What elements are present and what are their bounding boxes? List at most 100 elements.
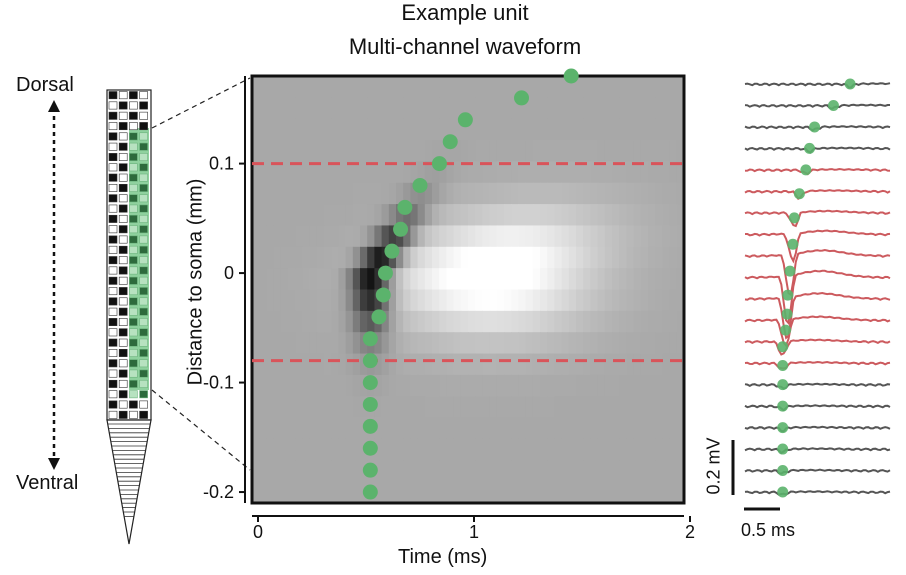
heatmap-cell xyxy=(655,353,663,376)
heatmap-cell xyxy=(331,417,339,440)
heatmap-cell xyxy=(612,460,620,483)
heatmap-cell xyxy=(540,76,548,98)
heatmap-cell xyxy=(655,332,663,355)
heatmap-cell xyxy=(489,246,498,269)
heatmap-cell xyxy=(468,268,476,291)
y-axis-label: Distance to soma (mm) xyxy=(184,178,207,386)
heatmap-cell xyxy=(288,374,296,397)
heatmap-cell xyxy=(331,481,339,504)
heatmap-cell xyxy=(612,374,620,397)
probe-site xyxy=(108,328,118,337)
heatmap-cell xyxy=(417,289,426,312)
trace-peak-dot xyxy=(777,486,789,498)
heatmap-cell xyxy=(439,268,447,291)
probe-site xyxy=(139,225,148,234)
heatmap-cell xyxy=(633,225,642,248)
heatmap-cell xyxy=(482,97,491,120)
probe-site xyxy=(108,400,118,409)
heatmap-cell xyxy=(662,182,671,205)
heatmap-cell xyxy=(252,97,260,120)
heatmap-cell xyxy=(604,396,613,419)
heatmap-cell xyxy=(453,118,462,141)
heatmap-cell xyxy=(352,396,361,419)
probe-site xyxy=(118,359,128,368)
probe-site xyxy=(108,225,118,234)
heatmap-cell xyxy=(561,289,570,312)
probe-site xyxy=(108,173,118,182)
heatmap-cell xyxy=(633,76,642,98)
heatmap-cell xyxy=(266,417,275,440)
heatmap-cell xyxy=(288,118,296,141)
heatmap-cell xyxy=(266,481,275,504)
heatmap-cell xyxy=(482,118,491,141)
heatmap-cell xyxy=(655,225,663,248)
heatmap-cell xyxy=(316,225,325,248)
heatmap-cell xyxy=(489,396,498,419)
heatmap-cell xyxy=(302,396,311,419)
probe-site xyxy=(139,369,148,378)
heatmap-cell xyxy=(669,204,678,227)
heatmap-cell xyxy=(504,374,512,397)
heatmap-cell xyxy=(374,246,383,269)
heatmap-cell xyxy=(309,289,318,312)
heatmap-cell xyxy=(511,140,519,162)
heatmap-cell xyxy=(259,246,267,269)
heatmap-cell xyxy=(432,246,440,269)
heatmap-cell xyxy=(496,289,505,312)
heatmap-cell xyxy=(676,140,685,162)
probe-site xyxy=(129,153,138,161)
waveform-trace xyxy=(744,315,891,348)
heatmap-cell xyxy=(612,417,620,440)
heatmap-cell xyxy=(453,161,462,184)
heatmap-cell xyxy=(597,140,606,162)
heatmap-cell xyxy=(417,246,426,269)
heatmap-cell xyxy=(554,246,563,269)
heatmap-cell xyxy=(396,310,404,333)
heatmap-cell xyxy=(424,310,433,333)
heatmap-cell xyxy=(576,310,584,333)
heatmap-cell xyxy=(302,268,311,291)
heatmap-cell xyxy=(410,140,419,162)
heatmap-cell xyxy=(403,438,411,461)
waveform-trace xyxy=(744,468,891,475)
heatmap-cell xyxy=(669,140,678,162)
heatmap-cell xyxy=(288,332,296,355)
heatmap-cell xyxy=(453,481,462,504)
heatmap-cell xyxy=(669,76,678,98)
probe-site xyxy=(108,101,118,110)
heatmap-cell xyxy=(547,225,555,248)
heatmap-cell xyxy=(403,182,411,205)
heatmap-cell xyxy=(417,460,426,483)
heatmap-cell xyxy=(676,438,685,461)
heatmap-cell xyxy=(633,460,642,483)
heatmap-cell xyxy=(295,118,303,141)
probe-site xyxy=(108,338,118,347)
heatmap-cell xyxy=(583,268,591,291)
trace-peak-dot xyxy=(788,212,800,224)
heatmap-cell xyxy=(554,396,563,419)
heatmap-cell xyxy=(424,481,433,504)
heatmap-cell xyxy=(468,438,476,461)
heatmap-cell xyxy=(640,246,649,269)
peak-point xyxy=(362,462,378,478)
heatmap-frame xyxy=(250,74,686,505)
heatmap-cell xyxy=(496,417,505,440)
heatmap-cell xyxy=(511,374,519,397)
heatmap-cell xyxy=(561,417,570,440)
heatmap-cell xyxy=(374,438,383,461)
probe-site xyxy=(129,390,138,399)
heatmap-cell xyxy=(590,332,599,355)
heatmap-cell xyxy=(482,417,491,440)
heatmap-cell xyxy=(525,374,534,397)
heatmap-cell xyxy=(676,118,685,141)
heatmap-cell xyxy=(302,182,311,205)
heatmap-cell xyxy=(568,97,577,120)
heatmap-cell xyxy=(648,438,656,461)
probe-site xyxy=(118,276,128,285)
heatmap-cell xyxy=(576,76,584,98)
trace-peak-dot xyxy=(777,422,789,434)
heatmap-cell xyxy=(655,118,663,141)
heatmap-cell xyxy=(280,438,289,461)
heatmap-cell xyxy=(540,396,548,419)
heatmap-cell xyxy=(511,76,519,98)
